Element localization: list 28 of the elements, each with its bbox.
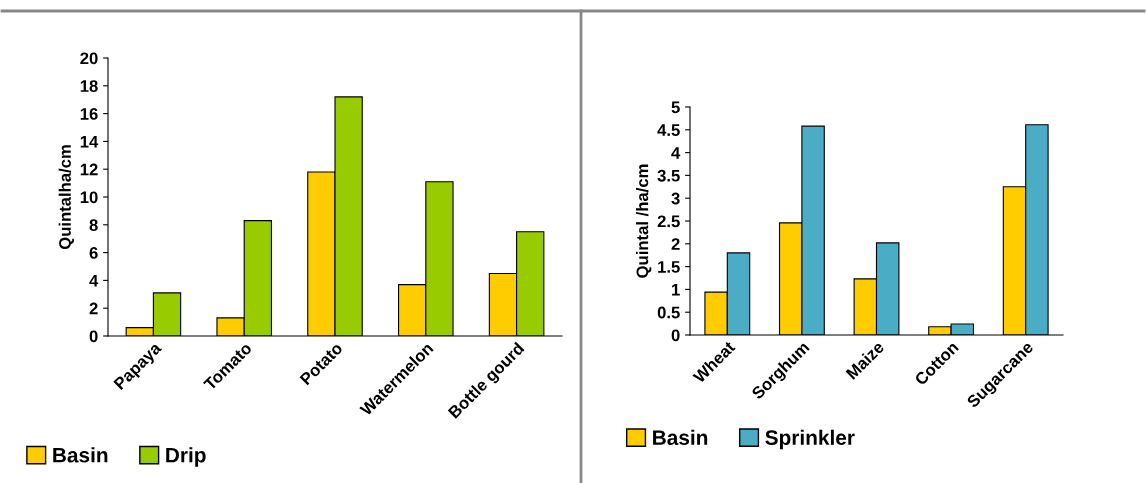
y-axis-title: Quintalha/cm (58, 145, 75, 250)
y-tick-label: 16 (80, 108, 98, 120)
y-tick-label: 12 (80, 163, 98, 176)
legend-label: Basin (53, 447, 108, 463)
legend-label: Drip (166, 447, 206, 467)
y-tick-label: 1 (672, 283, 680, 296)
y-tick-label: 20 (80, 52, 98, 65)
y-axis-title: Quintal /ha/cm (636, 164, 652, 278)
y-tick-label: 4.5 (657, 124, 680, 136)
y-tick-label: 0.5 (657, 306, 680, 319)
y-tick-label: 10 (80, 191, 98, 204)
y-tick-label: 0 (89, 330, 98, 343)
y-tick-label: 4 (89, 274, 99, 287)
y-tick-label: 6 (89, 247, 98, 259)
y-tick-label: 2.5 (657, 215, 680, 228)
y-tick-label: 5 (671, 101, 680, 114)
y-tick-label: 8 (89, 219, 98, 231)
y-tick-label: 3.5 (657, 169, 680, 182)
y-tick-label: 2 (89, 302, 98, 315)
y-tick-label: 3 (671, 192, 680, 205)
y-tick-label: 2 (671, 238, 680, 250)
legend-label: Sprinkler (765, 429, 855, 450)
y-tick-label: 14 (80, 135, 99, 148)
y-tick-label: 1.5 (658, 261, 680, 273)
y-tick-label: 18 (80, 80, 98, 92)
y-tick-label: 4 (671, 147, 681, 159)
y-tick-label: 0 (671, 329, 680, 342)
legend-label: Basin (653, 429, 708, 446)
